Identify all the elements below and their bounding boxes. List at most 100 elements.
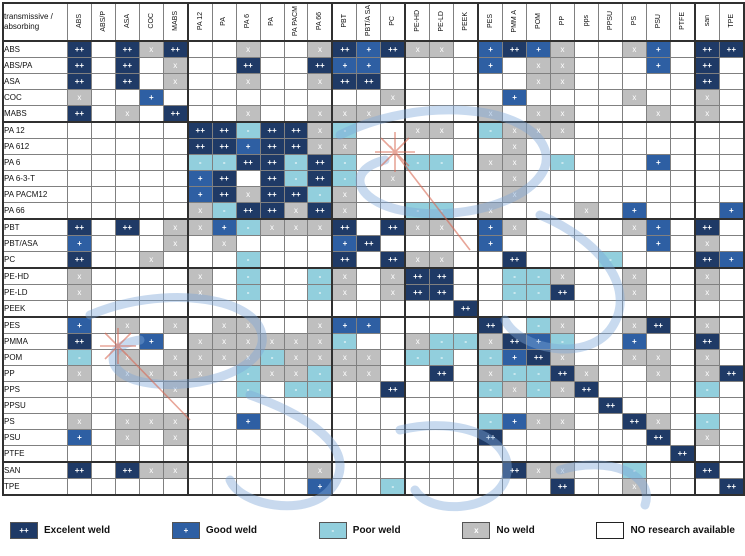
row-label-asa: ASA — [2, 73, 68, 90]
matrix-cell: + — [645, 235, 671, 252]
matrix-cell — [694, 121, 720, 139]
column-header-label: san — [703, 15, 711, 27]
column-header-pmm-a: PMM A — [502, 2, 528, 42]
matrix-cell: ++ — [404, 267, 431, 285]
matrix-cell — [187, 445, 213, 463]
matrix-cell — [356, 202, 382, 220]
matrix-cell — [404, 316, 431, 334]
matrix-cell: x — [404, 40, 431, 58]
table-row: PE-LD x x - - x x ++ ++ - - ++ x x — [2, 284, 745, 301]
matrix-cell — [429, 429, 455, 446]
row-label-ps: PS — [2, 413, 68, 430]
matrix-cell — [283, 284, 309, 301]
matrix-cell: x — [162, 413, 189, 430]
matrix-cell: - — [331, 154, 358, 171]
column-header-label: COC — [147, 13, 155, 29]
matrix-cell — [138, 73, 164, 90]
matrix-cell — [307, 397, 334, 414]
matrix-cell — [162, 154, 189, 171]
matrix-cell — [718, 218, 745, 236]
matrix-cell — [138, 202, 164, 220]
matrix-cell: + — [331, 57, 358, 74]
table-row: ABS/PA ++ ++ x ++ ++ + + + x x + ++ — [2, 57, 745, 74]
matrix-cell — [502, 316, 528, 334]
matrix-cell: ++ — [621, 413, 647, 430]
matrix-cell: - — [211, 202, 237, 220]
matrix-cell — [114, 251, 140, 269]
matrix-cell — [453, 478, 480, 496]
matrix-cell — [718, 186, 745, 203]
matrix-cell: x — [307, 73, 334, 90]
matrix-cell — [694, 445, 720, 463]
table-row: PA 6- - ++ ++ - ++ - - - x x - + — [2, 154, 745, 171]
matrix-cell — [283, 57, 309, 74]
matrix-cell — [573, 267, 599, 285]
table-row: PS x x x x + - + x x ++ x - — [2, 413, 745, 430]
matrix-cell — [380, 349, 407, 366]
matrix-cell — [162, 138, 189, 155]
matrix-cell: x — [404, 333, 431, 350]
matrix-cell: x — [550, 105, 575, 123]
table-row: PP x x x x x - x x - x x ++ x - - ++ x x x ++ — [2, 365, 745, 382]
matrix-cell: - — [235, 121, 261, 139]
matrix-cell: x — [138, 413, 164, 430]
matrix-cell — [694, 170, 720, 187]
matrix-cell — [526, 154, 552, 171]
matrix-cell — [283, 413, 309, 430]
matrix-cell — [669, 40, 696, 58]
column-header-ps: PS — [621, 2, 647, 42]
matrix-cell — [283, 251, 309, 269]
matrix-cell: + — [331, 235, 358, 252]
matrix-cell — [404, 170, 431, 187]
matrix-cell — [162, 300, 189, 318]
matrix-cell — [259, 445, 285, 463]
matrix-cell — [380, 445, 407, 463]
matrix-cell — [331, 381, 358, 398]
matrix-cell: ++ — [211, 170, 237, 187]
matrix-cell — [90, 461, 116, 479]
column-header-pom: POM — [526, 2, 552, 42]
matrix-cell — [645, 300, 671, 318]
matrix-cell — [429, 57, 455, 74]
column-header-label: PA PACM — [292, 5, 300, 37]
matrix-cell — [114, 186, 140, 203]
matrix-cell: - — [502, 267, 528, 285]
matrix-cell — [187, 381, 213, 398]
matrix-cell — [235, 89, 261, 106]
matrix-cell — [573, 413, 599, 430]
matrix-cell — [621, 138, 647, 155]
column-header-pa-6: PA 6 — [235, 2, 261, 42]
matrix-cell — [429, 105, 455, 123]
matrix-cell — [90, 186, 116, 203]
matrix-cell — [211, 89, 237, 106]
matrix-cell: - — [694, 413, 720, 430]
row-label-pa-612: PA 612 — [2, 138, 68, 155]
column-header-pe-ld: PE-LD — [429, 2, 455, 42]
matrix-cell — [235, 429, 261, 446]
matrix-cell: x — [380, 89, 407, 106]
matrix-cell: x — [694, 267, 720, 285]
matrix-cell — [477, 170, 504, 187]
matrix-cell — [331, 445, 358, 463]
matrix-cell — [114, 89, 140, 106]
matrix-cell — [429, 413, 455, 430]
matrix-cell — [90, 138, 116, 155]
matrix-cell: x — [331, 138, 358, 155]
matrix-cell — [453, 57, 480, 74]
matrix-cell — [453, 316, 480, 334]
matrix-cell — [669, 202, 696, 220]
matrix-cell — [597, 40, 623, 58]
matrix-cell — [283, 300, 309, 318]
column-header-pps: pps — [573, 2, 599, 42]
matrix-cell — [694, 478, 720, 496]
matrix-cell: ++ — [114, 73, 140, 90]
matrix-cell — [597, 461, 623, 479]
matrix-cell — [356, 284, 382, 301]
matrix-cell: - — [283, 381, 309, 398]
matrix-cell: ++ — [429, 284, 455, 301]
matrix-cell — [138, 57, 164, 74]
matrix-cell — [114, 300, 140, 318]
matrix-cell: x — [477, 154, 504, 171]
matrix-cell — [259, 429, 285, 446]
